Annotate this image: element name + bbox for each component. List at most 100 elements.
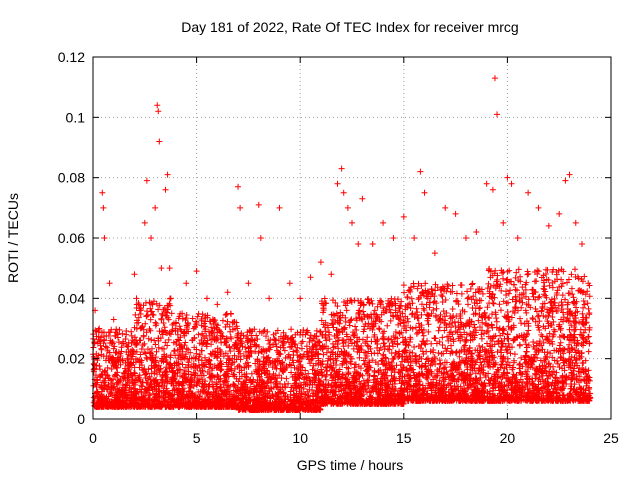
chart-title: Day 181 of 2022, Rate Of TEC Index for r… — [181, 19, 518, 35]
data-point — [100, 377, 107, 384]
data-point — [161, 369, 168, 376]
data-point — [214, 322, 221, 329]
data-points — [90, 75, 594, 413]
data-point — [478, 331, 485, 338]
data-point — [150, 359, 157, 366]
data-point — [169, 326, 176, 333]
data-point — [108, 366, 115, 373]
data-point — [196, 353, 203, 360]
data-point — [164, 342, 171, 349]
data-point — [106, 349, 113, 356]
data-point — [425, 321, 432, 328]
data-point — [165, 336, 172, 343]
data-point — [168, 364, 175, 371]
data-point — [159, 311, 166, 318]
data-point — [140, 326, 147, 333]
data-point — [133, 317, 140, 324]
data-point — [192, 318, 199, 325]
data-point — [141, 349, 148, 356]
data-point — [316, 339, 323, 346]
data-point — [156, 369, 163, 376]
data-point — [143, 370, 150, 377]
data-point — [231, 382, 238, 389]
data-point — [158, 389, 165, 396]
data-point — [142, 374, 149, 381]
data-point — [131, 379, 138, 386]
data-point — [436, 324, 443, 331]
data-point — [114, 330, 121, 337]
data-point — [231, 373, 238, 380]
data-point — [185, 388, 192, 395]
data-point — [94, 402, 101, 409]
data-point — [158, 358, 165, 365]
data-point — [414, 309, 421, 316]
data-point — [468, 281, 475, 288]
data-point — [144, 346, 151, 353]
data-point — [167, 295, 174, 302]
data-point — [138, 357, 145, 364]
data-point — [217, 365, 224, 372]
data-point — [127, 361, 134, 368]
data-point — [193, 382, 200, 389]
data-point — [231, 345, 238, 352]
data-point — [149, 352, 156, 359]
data-point — [176, 323, 183, 330]
data-point — [435, 349, 442, 356]
data-point — [471, 324, 478, 331]
data-point — [148, 300, 155, 307]
data-point — [208, 329, 215, 336]
data-point — [185, 321, 192, 328]
data-point — [146, 373, 153, 380]
data-point — [110, 345, 117, 352]
data-point — [196, 365, 203, 372]
data-point — [112, 363, 119, 370]
data-point — [439, 342, 446, 349]
data-point — [156, 328, 163, 335]
data-point — [122, 385, 129, 392]
data-point — [97, 366, 104, 373]
data-point — [426, 304, 433, 311]
data-point — [220, 353, 227, 360]
data-point — [122, 391, 129, 398]
data-point — [147, 327, 154, 334]
grid — [93, 57, 611, 419]
data-point — [147, 391, 154, 398]
data-point — [428, 340, 435, 347]
data-point — [211, 353, 218, 360]
data-point — [419, 329, 426, 336]
data-point — [217, 367, 224, 374]
data-point — [111, 359, 118, 366]
data-point — [206, 370, 213, 377]
data-point — [343, 307, 350, 314]
data-point — [114, 377, 121, 384]
data-point — [546, 360, 553, 367]
data-point — [131, 370, 138, 377]
data-point — [153, 377, 160, 384]
data-point — [420, 332, 427, 339]
data-point — [136, 372, 143, 379]
data-point — [217, 351, 224, 358]
data-point — [381, 340, 388, 347]
data-point — [152, 319, 159, 326]
data-point — [147, 308, 154, 315]
data-point — [198, 347, 205, 354]
data-point — [132, 385, 139, 392]
data-point — [151, 396, 158, 403]
data-point — [171, 347, 178, 354]
data-point — [103, 371, 110, 378]
data-point — [170, 367, 177, 374]
data-point — [132, 341, 139, 348]
data-point — [148, 356, 155, 363]
data-point — [124, 377, 131, 384]
data-point — [114, 369, 121, 376]
data-point — [178, 381, 185, 388]
data-point — [95, 395, 102, 402]
data-point — [470, 328, 477, 335]
data-point — [340, 340, 347, 347]
data-point — [235, 362, 242, 369]
data-point — [92, 372, 99, 379]
data-point — [205, 396, 212, 403]
data-point — [94, 388, 101, 395]
data-point — [211, 325, 218, 332]
data-point — [131, 369, 138, 376]
